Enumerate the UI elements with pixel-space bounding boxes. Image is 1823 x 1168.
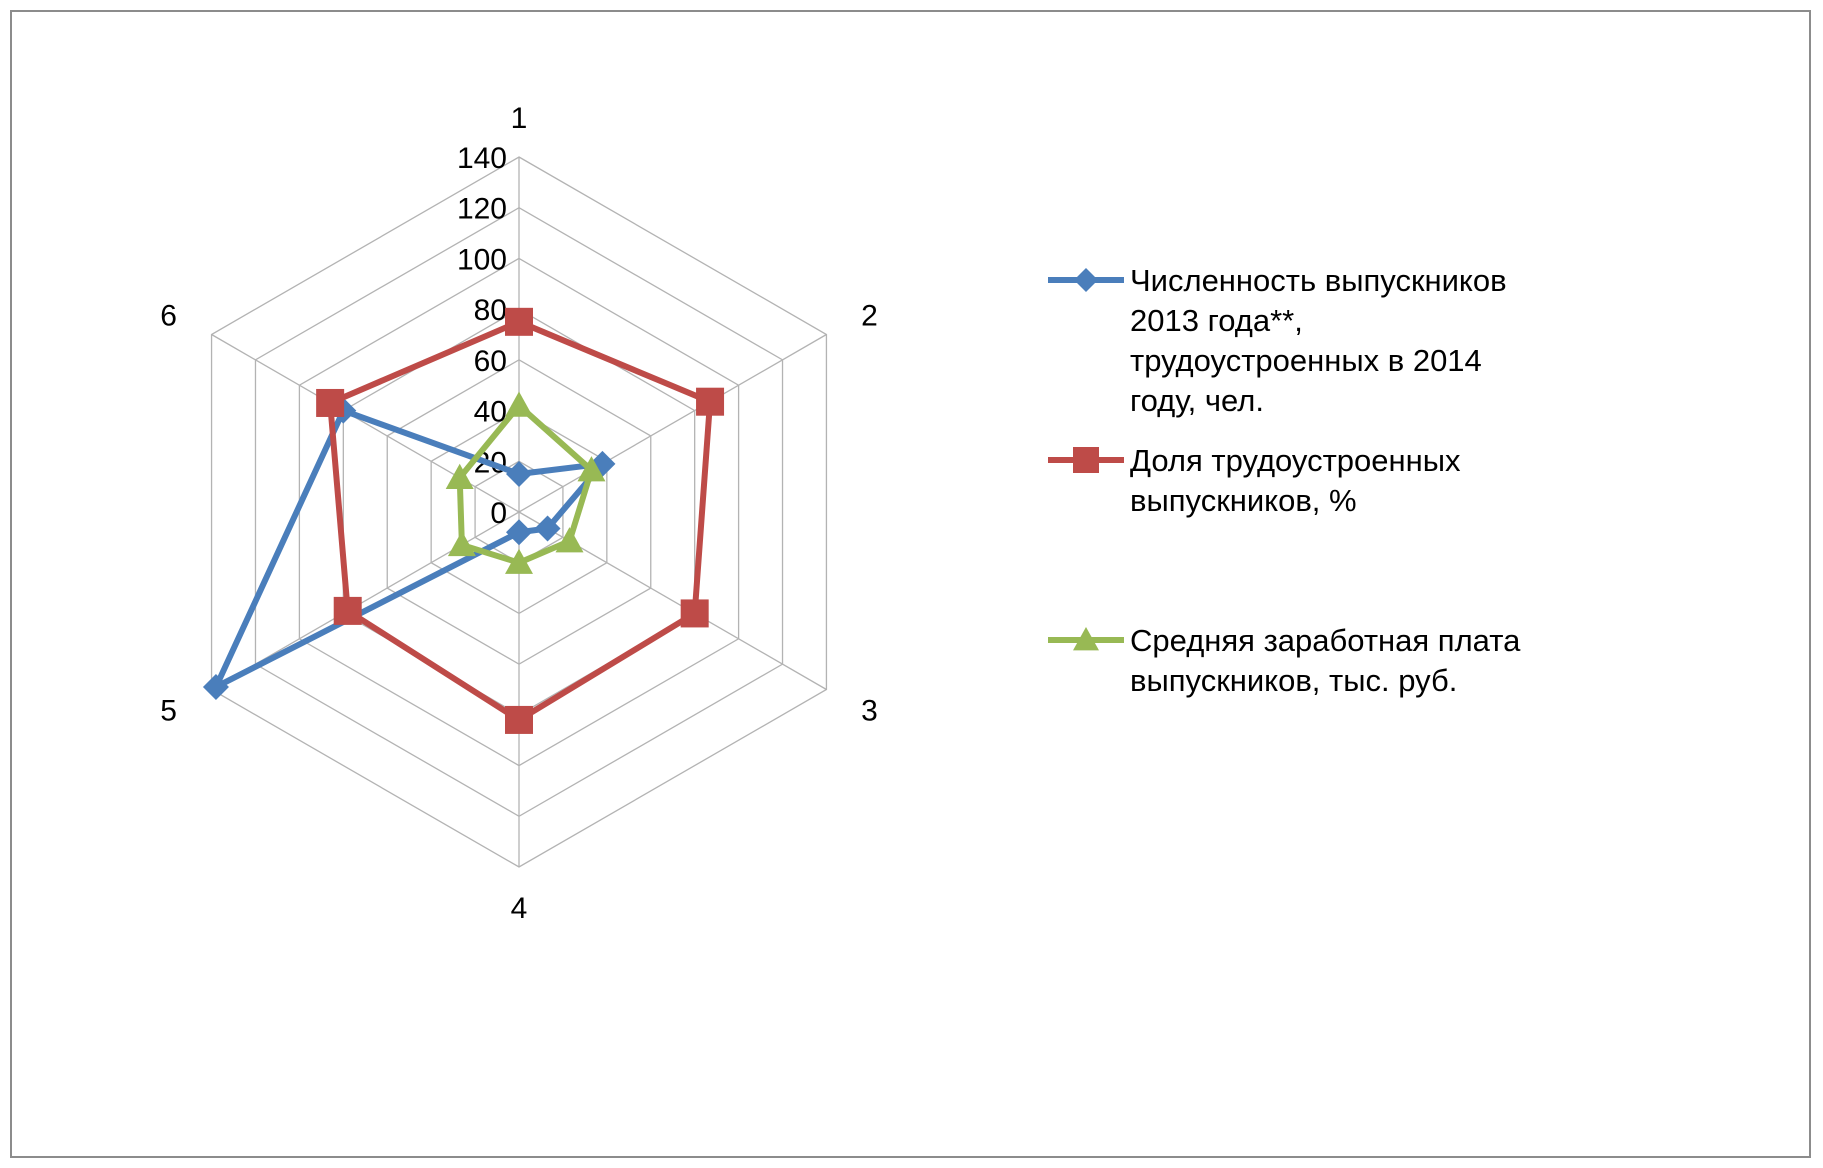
legend-label: Доля трудоустроенных выпускников, % [1130,443,1461,518]
data-point-square [505,705,533,734]
category-label: 4 [511,892,528,925]
category-label: 2 [861,300,878,333]
legend-marker-triangle [1073,627,1099,651]
grid-spoke [518,333,827,513]
data-point-diamond [202,673,229,700]
category-labels: 1 2 3 4 5 6 [160,102,878,925]
data-point-triangle [555,527,584,553]
category-label: 3 [861,695,878,728]
data-point-diamond [506,519,532,546]
legend: Численность выпускников 2013 года**, трудо… [1048,263,1521,698]
data-point-square [505,307,533,336]
category-label: 5 [160,695,177,728]
data-point-square [680,599,709,628]
data-point-diamond [506,460,532,487]
data-point-square [333,596,362,625]
legend-entry-3: Средняя заработная плата выпускников, тыс… [1048,623,1521,698]
legend-label: Численность выпускников 2013 года**, трудо… [1130,263,1507,418]
data-point-triangle [577,456,606,482]
grid [210,156,828,868]
data-point-square [316,388,345,417]
legend-label: Средняя заработная плата выпускников, тыс… [1130,623,1521,698]
data-point-square [696,387,725,416]
axis-tick-label: 60 [474,345,507,378]
category-label: 6 [160,300,177,333]
axis-tick-label: 120 [457,193,507,226]
axis-tick-label: 0 [490,497,507,530]
axis-tick-label: 80 [474,294,507,327]
data-point-triangle [505,548,533,574]
axis-tick-label: 140 [457,142,507,175]
data-point-diamond [534,515,561,542]
data-point-triangle [445,463,474,489]
legend-marker-diamond [1074,268,1098,292]
legend-entry-1: Численность выпускников 2013 года**, трудо… [1048,263,1507,418]
data-point-triangle [505,391,533,417]
data-point-triangle [447,530,476,557]
legend-entry-2: Доля трудоустроенных выпускников, % [1048,443,1461,518]
series-2 [316,307,725,734]
category-label: 1 [511,102,528,135]
axis-tick-label: 100 [457,243,507,276]
series-layer [202,307,725,734]
legend-marker-square [1073,447,1099,473]
series-3 [445,391,606,574]
